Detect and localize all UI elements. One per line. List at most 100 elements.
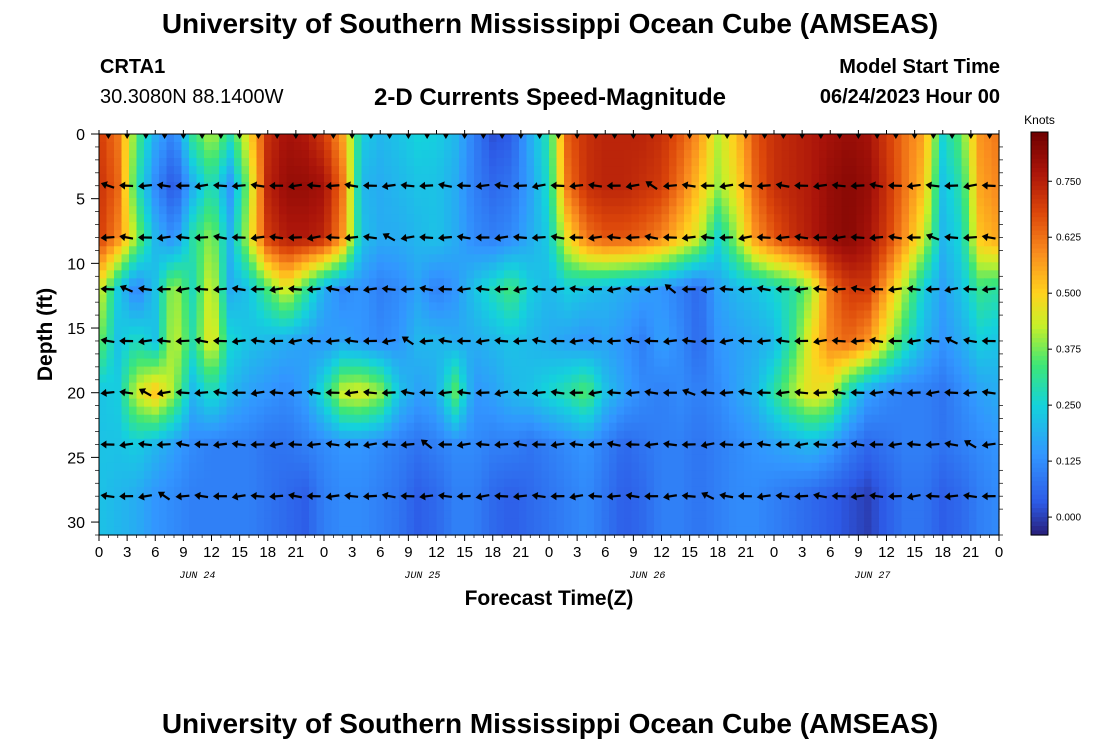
heatmap-cell bbox=[631, 318, 640, 328]
heatmap-cell bbox=[174, 222, 183, 231]
heatmap-cell bbox=[976, 374, 985, 384]
heatmap-cell bbox=[234, 198, 243, 207]
heatmap-cell bbox=[601, 142, 610, 151]
heatmap-cell bbox=[601, 390, 610, 400]
heatmap-cell bbox=[384, 158, 393, 167]
heatmap-cell bbox=[721, 382, 730, 392]
heatmap-cell bbox=[916, 438, 925, 448]
heatmap-cell bbox=[594, 390, 603, 400]
heatmap-cell bbox=[466, 342, 475, 352]
heatmap-cell bbox=[691, 262, 700, 271]
heatmap-cell bbox=[969, 294, 978, 304]
heatmap-cell bbox=[826, 438, 835, 448]
heatmap-cell bbox=[331, 166, 340, 175]
heatmap-cell bbox=[699, 422, 708, 432]
heatmap-cell bbox=[916, 326, 925, 336]
heatmap-cell bbox=[504, 190, 513, 199]
heatmap-cell bbox=[264, 382, 273, 392]
heatmap-cell bbox=[699, 294, 708, 304]
heatmap-cell bbox=[616, 158, 625, 167]
heatmap-cell bbox=[346, 350, 355, 360]
heatmap-cell bbox=[924, 406, 933, 416]
heatmap-cell bbox=[571, 446, 580, 456]
heatmap-cell bbox=[196, 326, 205, 336]
heatmap-cell bbox=[369, 446, 378, 456]
heatmap-cell bbox=[196, 366, 205, 376]
heatmap-cell bbox=[511, 366, 520, 376]
heatmap-cell bbox=[144, 206, 153, 215]
heatmap-cell bbox=[129, 246, 138, 255]
heatmap-cell bbox=[541, 446, 550, 456]
heatmap-cell bbox=[849, 198, 858, 207]
heatmap-cell bbox=[706, 414, 715, 424]
heatmap-cell bbox=[774, 318, 783, 328]
heatmap-cell bbox=[496, 326, 505, 336]
heatmap-cell bbox=[759, 286, 768, 295]
heatmap-cell bbox=[346, 414, 355, 424]
heatmap-cell bbox=[691, 358, 700, 368]
heatmap-cell bbox=[916, 374, 925, 384]
heatmap-cell bbox=[166, 334, 175, 344]
heatmap-cell bbox=[961, 446, 970, 456]
heatmap-cell bbox=[984, 334, 993, 344]
heatmap-cell bbox=[886, 262, 895, 271]
heatmap-cell bbox=[241, 462, 250, 472]
heatmap-cell bbox=[399, 302, 408, 312]
heatmap-cell bbox=[316, 302, 325, 312]
heatmap-cell bbox=[781, 374, 790, 384]
heatmap-cell bbox=[946, 246, 955, 255]
heatmap-cell bbox=[774, 150, 783, 159]
heatmap-cell bbox=[339, 150, 348, 159]
heatmap-cell bbox=[264, 390, 273, 400]
heatmap-cell bbox=[609, 238, 618, 247]
heatmap-cell bbox=[504, 246, 513, 255]
heatmap-cell bbox=[339, 294, 348, 304]
heatmap-cell bbox=[549, 166, 558, 175]
heatmap-cell bbox=[669, 326, 678, 336]
heatmap-cell bbox=[946, 382, 955, 392]
heatmap-cell bbox=[879, 238, 888, 247]
heatmap-cell bbox=[766, 446, 775, 456]
heatmap-cell bbox=[414, 270, 423, 279]
heatmap-cell bbox=[654, 182, 663, 191]
heatmap-cell bbox=[631, 246, 640, 255]
heatmap-cell bbox=[189, 182, 198, 191]
heatmap-cell bbox=[564, 374, 573, 384]
heatmap-cell bbox=[894, 142, 903, 151]
heatmap-cell bbox=[271, 422, 280, 432]
heatmap-cell bbox=[474, 158, 483, 167]
heatmap-cell bbox=[841, 310, 850, 320]
heatmap-cell bbox=[459, 430, 468, 440]
heatmap-cell bbox=[849, 134, 858, 143]
heatmap-cell bbox=[796, 326, 805, 336]
heatmap-cell bbox=[369, 238, 378, 247]
heatmap-cell bbox=[879, 438, 888, 448]
heatmap-cell bbox=[969, 134, 978, 143]
heatmap-cell bbox=[631, 158, 640, 167]
heatmap-cell bbox=[879, 302, 888, 312]
heatmap-cell bbox=[864, 398, 873, 408]
heatmap-cell bbox=[654, 326, 663, 336]
heatmap-cell bbox=[826, 414, 835, 424]
heatmap-cell bbox=[766, 238, 775, 247]
heatmap-cell bbox=[616, 166, 625, 175]
heatmap-cell bbox=[316, 190, 325, 199]
heatmap-cell bbox=[669, 158, 678, 167]
heatmap-cell bbox=[976, 182, 985, 191]
heatmap-cell bbox=[121, 438, 130, 448]
heatmap-cell bbox=[444, 446, 453, 456]
heatmap-cell bbox=[151, 270, 160, 279]
heatmap-cell bbox=[714, 254, 723, 263]
heatmap-cell bbox=[736, 262, 745, 271]
heatmap-cell bbox=[684, 214, 693, 223]
heatmap-cell bbox=[586, 190, 595, 199]
heatmap-cell bbox=[264, 334, 273, 344]
heatmap-cell bbox=[331, 278, 340, 287]
heatmap-cell bbox=[984, 430, 993, 440]
heatmap-cell bbox=[571, 278, 580, 287]
heatmap-cell bbox=[744, 438, 753, 448]
heatmap-cell bbox=[586, 270, 595, 279]
heatmap-cell bbox=[496, 134, 505, 143]
heatmap-cell bbox=[181, 454, 190, 464]
heatmap-cell bbox=[571, 166, 580, 175]
